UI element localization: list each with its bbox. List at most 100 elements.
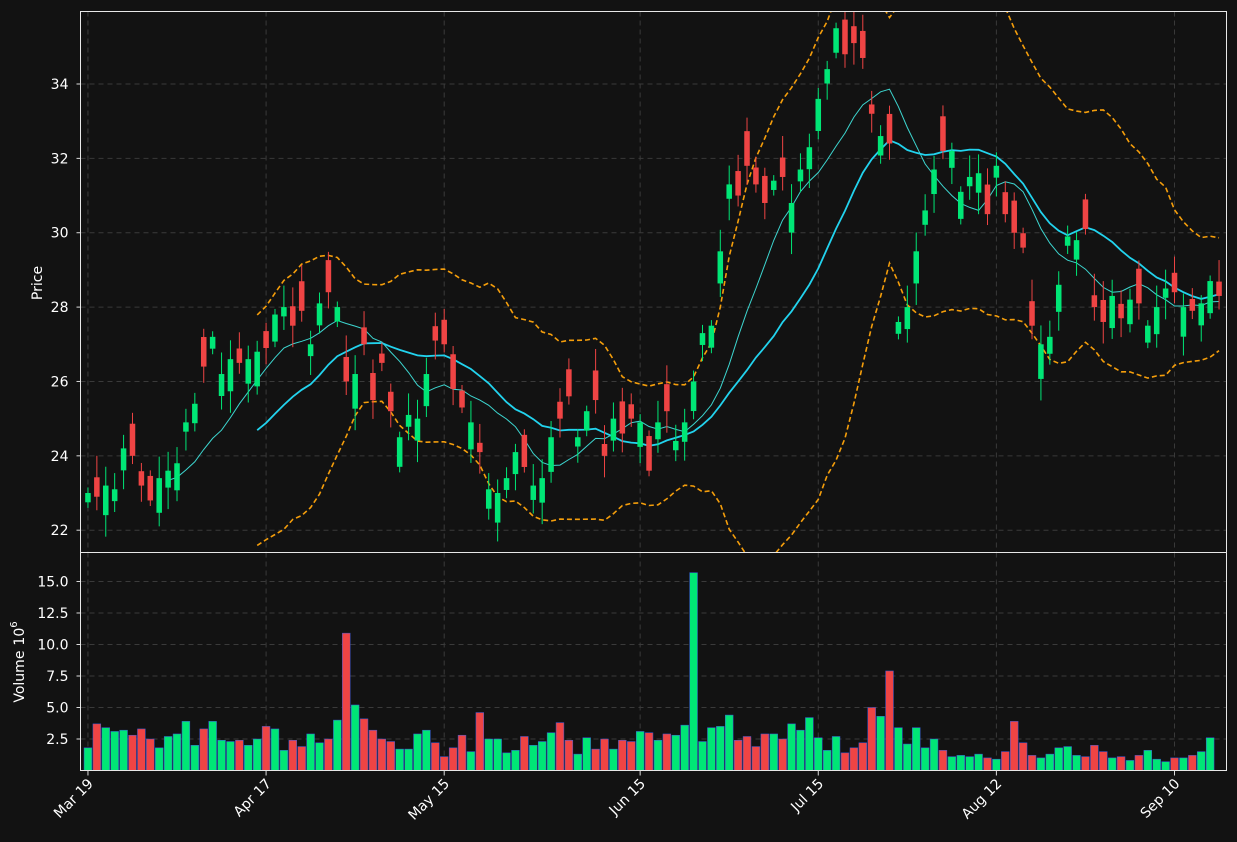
candle-body: [450, 354, 456, 389]
volume-bar: [137, 728, 146, 771]
volume-bar: [1027, 755, 1037, 771]
candle-body: [200, 337, 207, 367]
volume-y-ticks: 2.5 5.0 7.5 10.0 12.5 15.0: [37, 574, 81, 748]
volume-bar: [1063, 746, 1072, 771]
volume-bar: [110, 731, 119, 771]
candle-body: [325, 260, 332, 293]
candle-body: [477, 442, 483, 453]
candle-body: [281, 307, 287, 317]
price-tick-label: 30: [51, 226, 69, 242]
candle-body: [913, 251, 919, 284]
volume-bar: [306, 733, 315, 771]
candle-body: [370, 373, 376, 401]
candle-body: [583, 411, 590, 431]
candle-body: [298, 281, 305, 311]
volume-bar: [929, 738, 939, 771]
volume-bar: [404, 748, 413, 771]
volume-bar: [876, 716, 885, 771]
volume-bar: [377, 738, 387, 771]
volume-bar: [974, 753, 983, 771]
candle-body: [263, 331, 269, 348]
candle-body: [984, 184, 991, 215]
candle-body: [886, 113, 893, 144]
volume-bar: [386, 741, 395, 771]
candle-body: [272, 314, 278, 342]
volume-tick-label: 15.0: [37, 574, 68, 590]
candle-body: [637, 422, 643, 447]
volume-bar: [538, 741, 547, 771]
candle-body: [512, 452, 519, 475]
volume-bar: [511, 750, 520, 771]
candle-body: [1109, 295, 1115, 329]
volume-bar: [199, 728, 208, 771]
volume-bar: [1099, 751, 1108, 771]
volume-bar: [956, 755, 965, 771]
candle-body: [860, 30, 866, 58]
candle-body: [699, 333, 706, 345]
candle-body: [1136, 268, 1142, 304]
volume-bar: [92, 723, 102, 771]
volume-bar: [181, 721, 191, 771]
volume-bar: [422, 729, 431, 771]
volume-bar: [1116, 756, 1126, 771]
price-panel: 22 24 26 28 30 32 34 Price: [30, 11, 1227, 553]
candle-body: [192, 403, 198, 424]
volume-bar: [867, 707, 876, 771]
price-axis-label: Price: [30, 266, 46, 300]
price-tick-label: 32: [51, 151, 69, 167]
candle-body: [352, 374, 358, 409]
volume-bar: [368, 729, 378, 771]
volume-bar: [965, 756, 974, 771]
candle-body: [485, 489, 492, 509]
volume-bar: [787, 723, 796, 771]
candle-body: [575, 437, 581, 447]
candle-body: [744, 131, 750, 166]
volume-bar: [983, 757, 992, 771]
candle-body: [174, 463, 180, 491]
candle-body: [1118, 303, 1124, 319]
candle-body: [156, 478, 162, 513]
volume-bar: [315, 742, 324, 771]
volume-bar: [546, 732, 556, 771]
candle-body: [423, 374, 430, 407]
candle-body: [441, 319, 447, 345]
volume-bar: [1134, 755, 1144, 771]
candle-body: [1002, 192, 1009, 215]
volume-bar: [680, 724, 689, 771]
candle-body: [103, 485, 109, 516]
volume-bar: [1125, 760, 1135, 771]
candle-body: [1216, 281, 1222, 296]
bollinger-bands: [256, 11, 1220, 553]
candle-body: [138, 471, 145, 486]
volume-bar: [894, 727, 903, 771]
volume-bar: [618, 740, 627, 771]
volume-exponent-base: 10: [12, 628, 28, 646]
x-tick-label: May 15: [406, 776, 454, 824]
candle-body: [94, 477, 100, 497]
candle-body: [931, 169, 937, 195]
volume-tick-label: 5.0: [46, 700, 68, 716]
volume-bar: [457, 734, 467, 771]
candle-body: [1198, 303, 1204, 326]
volume-bar: [1045, 753, 1054, 771]
volume-bar: [163, 736, 173, 771]
candle-body: [379, 353, 385, 363]
volume-bar: [920, 747, 930, 771]
volume-bar: [831, 736, 841, 771]
volume-bar: [733, 740, 743, 771]
volume-bar: [119, 729, 128, 771]
slow-ma-line: [256, 139, 1220, 447]
candle-body: [165, 470, 171, 488]
candle-body: [1127, 299, 1133, 325]
candle-body: [530, 485, 537, 500]
volume-bar: [600, 738, 609, 771]
volume-bar: [359, 718, 369, 771]
price-tick-label: 24: [51, 449, 69, 465]
candle-body: [557, 401, 563, 419]
volume-bar: [190, 745, 199, 771]
volume-bar: [1054, 747, 1063, 771]
volume-frame: [80, 552, 1227, 771]
volume-bar: [840, 752, 850, 771]
volume-bar: [1090, 745, 1099, 771]
volume-bar: [823, 750, 832, 771]
